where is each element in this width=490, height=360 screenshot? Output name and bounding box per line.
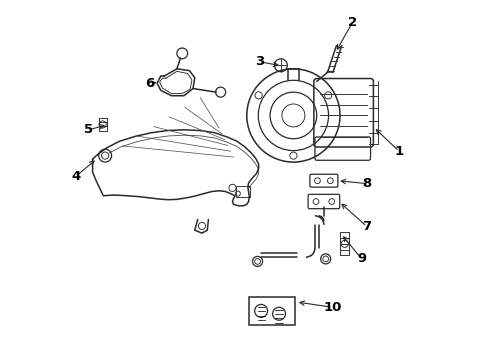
Text: 9: 9 bbox=[357, 252, 366, 265]
Text: 8: 8 bbox=[362, 177, 371, 190]
Text: 1: 1 bbox=[394, 145, 404, 158]
Text: 4: 4 bbox=[71, 170, 80, 183]
Text: 3: 3 bbox=[255, 55, 264, 68]
Bar bbox=[248, 297, 295, 325]
Bar bbox=[236, 186, 250, 197]
Text: 2: 2 bbox=[348, 16, 357, 29]
Text: 7: 7 bbox=[363, 220, 371, 233]
Text: 10: 10 bbox=[324, 301, 342, 314]
Text: 5: 5 bbox=[84, 123, 94, 136]
Text: 6: 6 bbox=[146, 77, 154, 90]
